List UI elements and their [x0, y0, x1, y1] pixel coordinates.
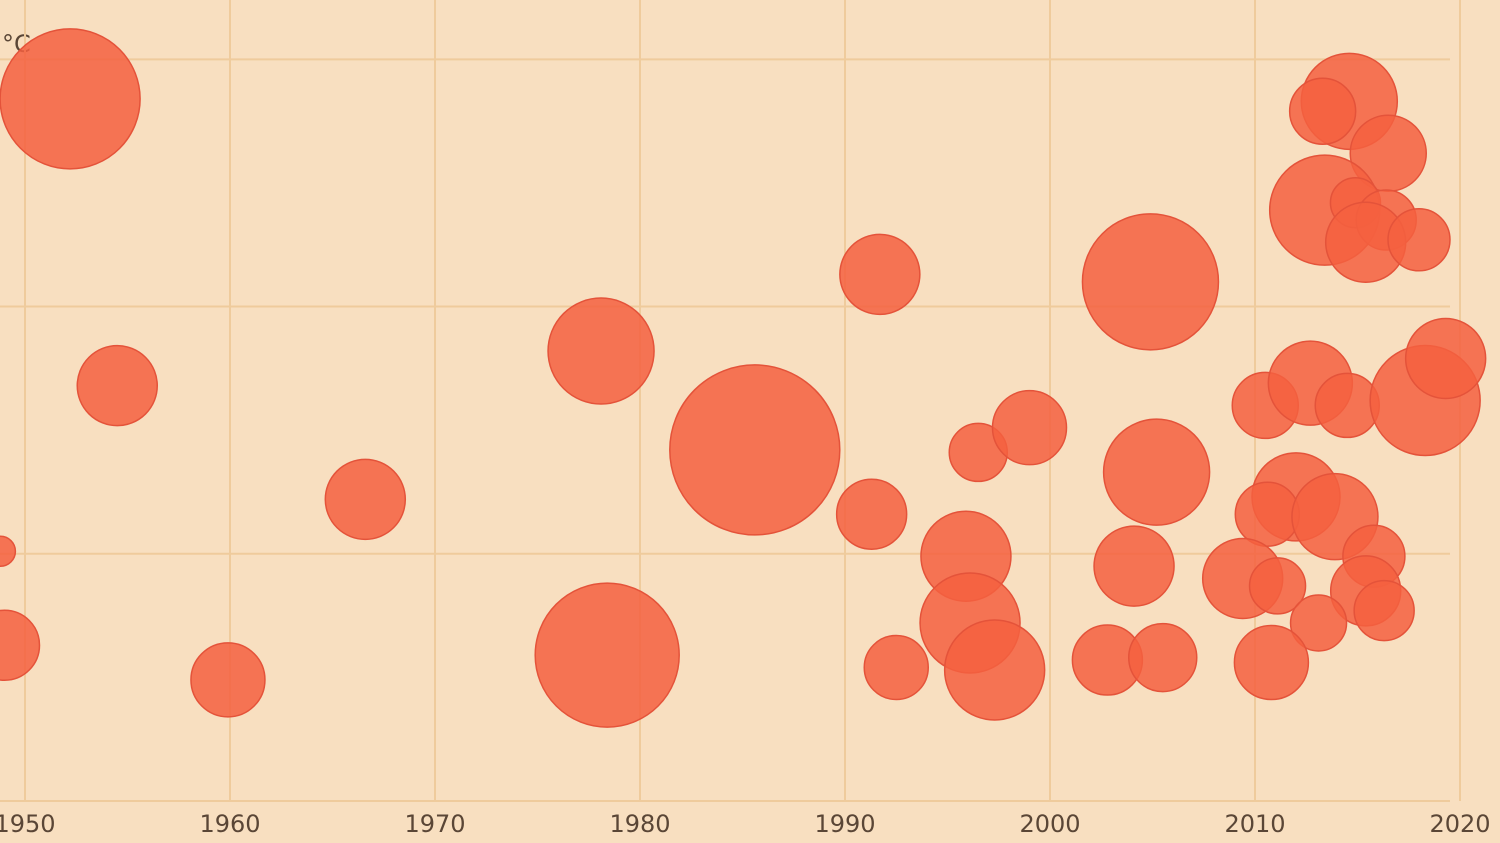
bubble	[1081, 213, 1220, 351]
bubble	[324, 458, 407, 541]
bubble	[76, 344, 158, 427]
bubble	[0, 28, 141, 170]
x-tick-label: 1980	[609, 810, 670, 838]
bubble	[190, 642, 266, 718]
x-tick-label: 1960	[199, 810, 260, 838]
bubble	[839, 233, 921, 316]
x-tick-label: 2020	[1429, 810, 1490, 838]
bubble	[1128, 622, 1198, 693]
x-tick-label: 2000	[1019, 810, 1080, 838]
bubble	[669, 364, 841, 536]
bubble	[1387, 208, 1451, 272]
bubble	[1233, 624, 1310, 701]
bubble	[1102, 418, 1211, 526]
x-tick-label: 1990	[814, 810, 875, 838]
bubble	[863, 634, 929, 701]
bubble	[1353, 579, 1415, 642]
bubble	[547, 297, 655, 405]
bubble	[0, 609, 41, 681]
bubble	[1289, 594, 1348, 652]
bubble	[943, 619, 1046, 721]
x-tick-label: 2010	[1224, 810, 1285, 838]
bubble	[1288, 77, 1357, 145]
x-tick-label: 1950	[0, 810, 56, 838]
bubble	[835, 478, 908, 550]
bubble	[1404, 317, 1487, 400]
bubble	[991, 389, 1068, 466]
bubble	[1234, 481, 1301, 547]
bubble	[1093, 525, 1175, 607]
bubble	[1248, 557, 1307, 615]
x-tick-label: 1970	[404, 810, 465, 838]
bubble	[0, 535, 17, 568]
bubble	[534, 582, 680, 728]
